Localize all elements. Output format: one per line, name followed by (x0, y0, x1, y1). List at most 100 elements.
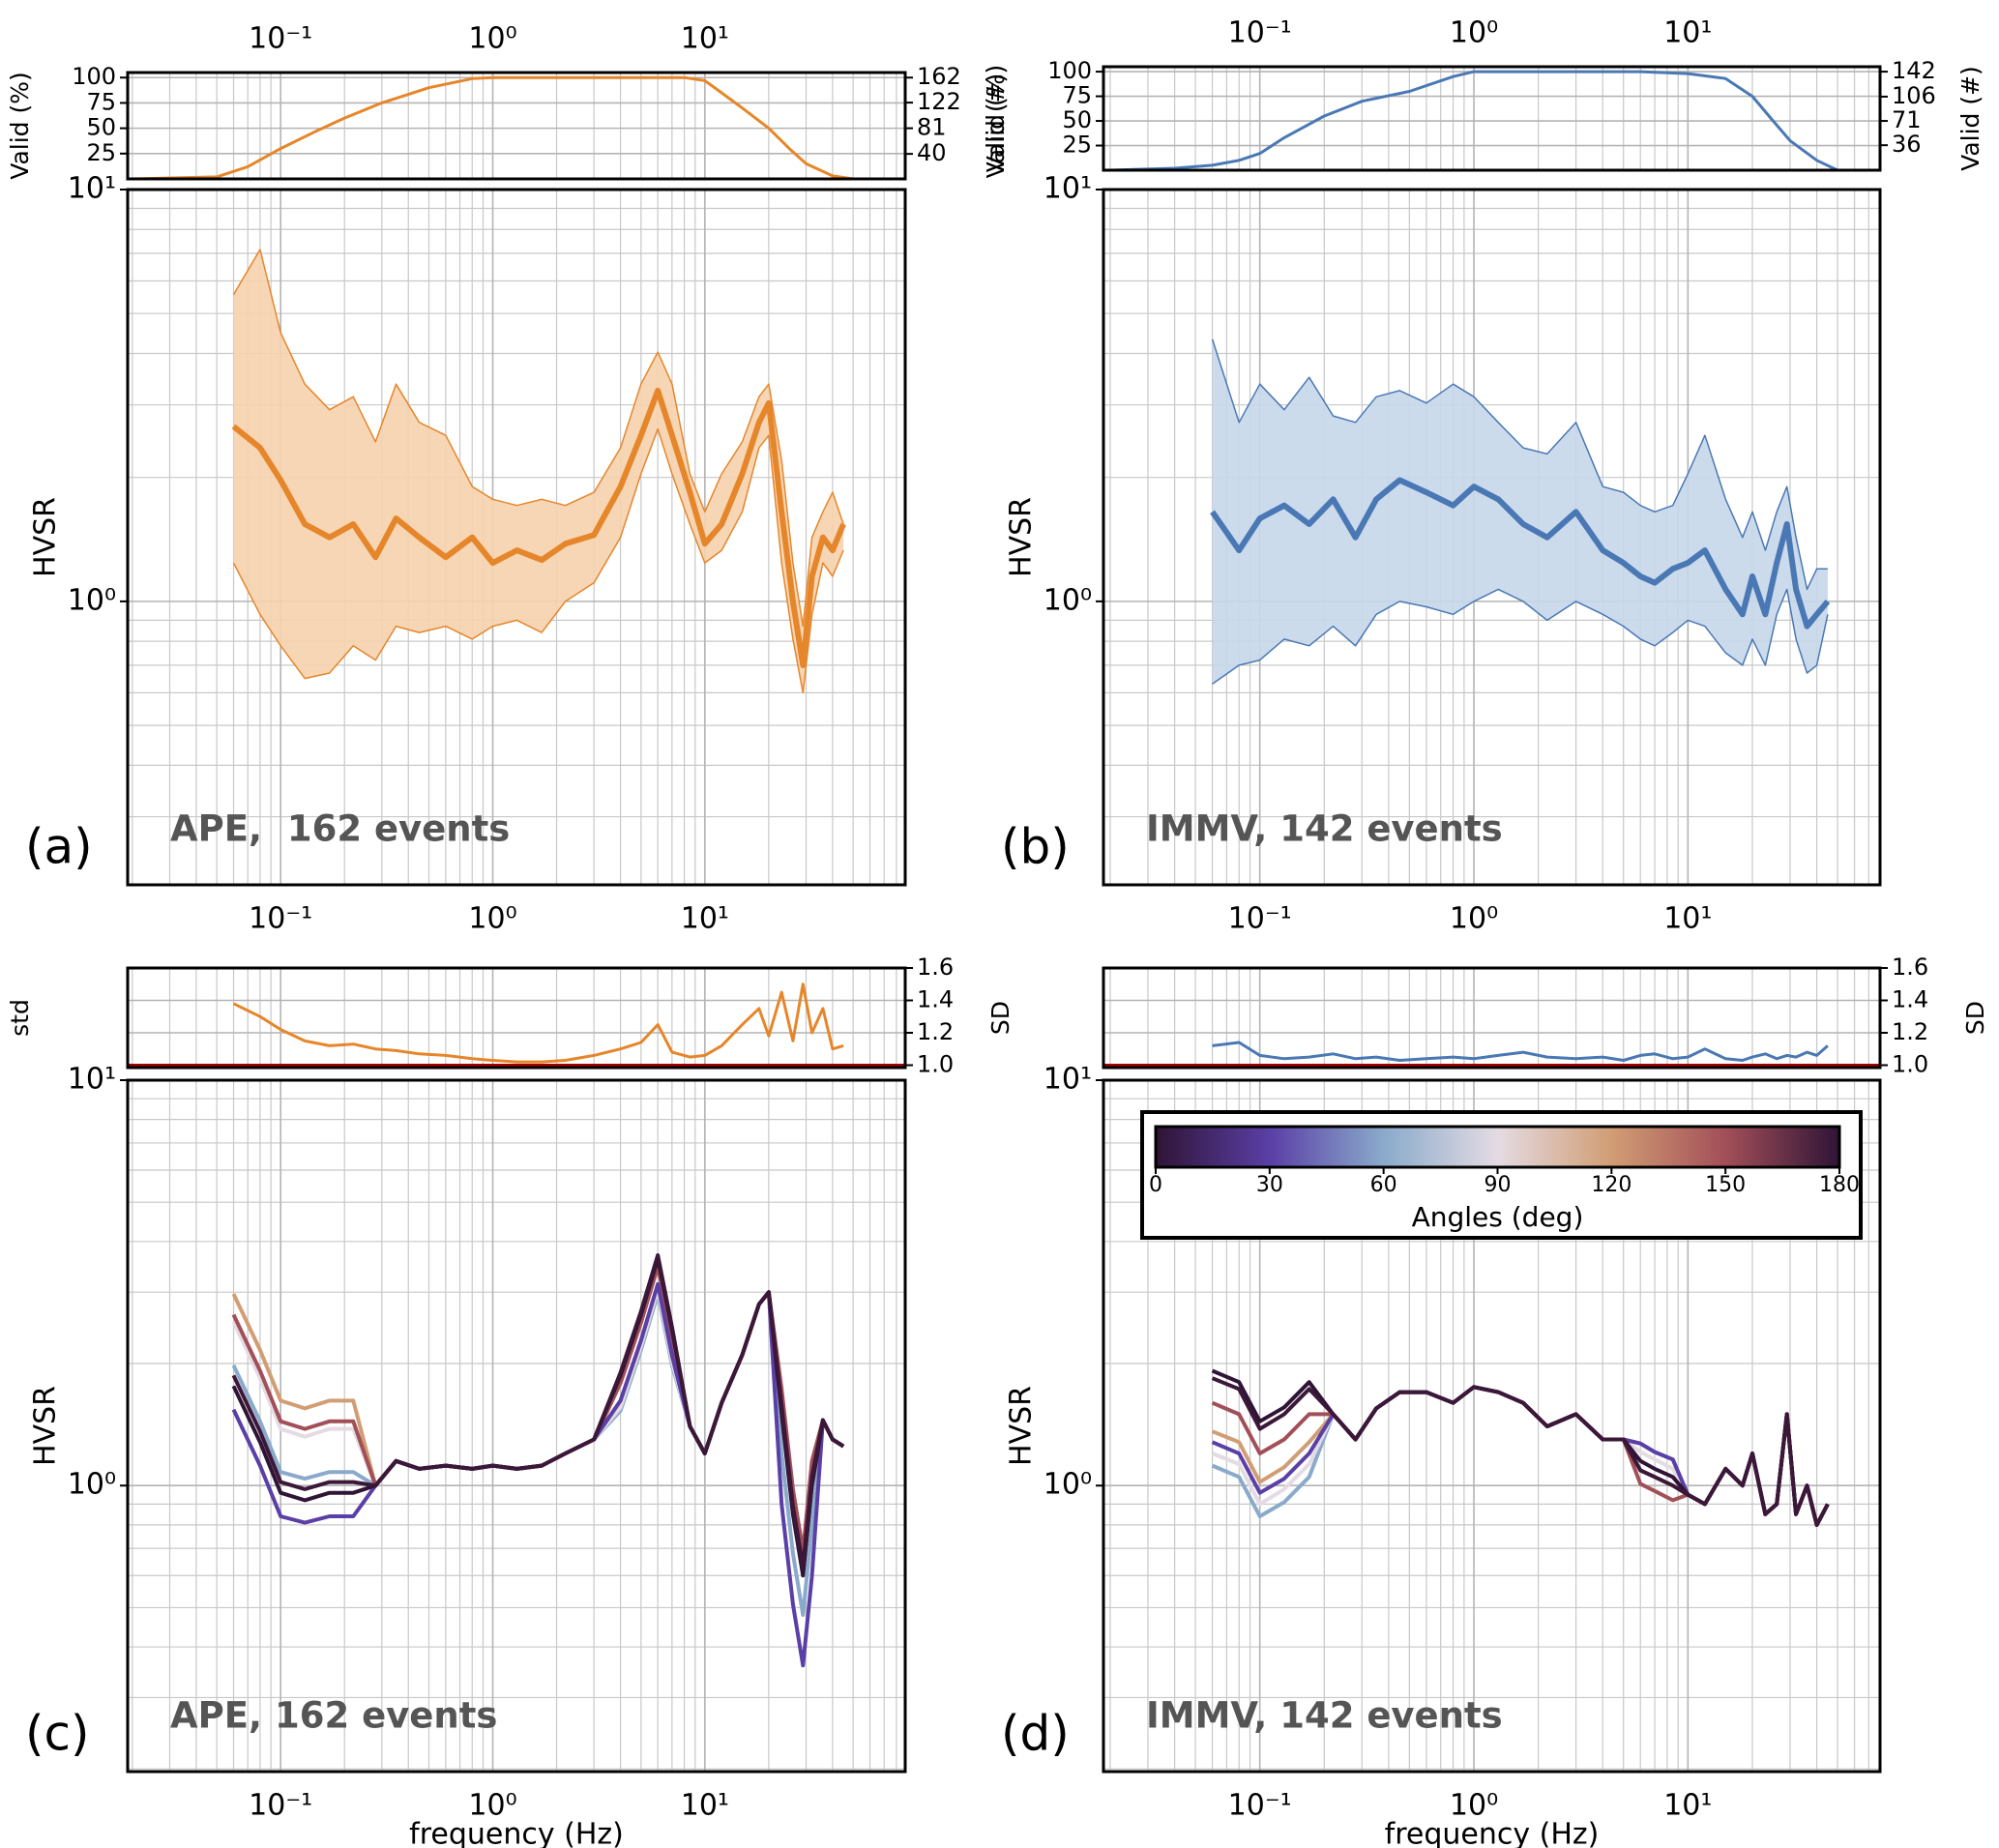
series-line (1211, 338, 1828, 591)
x-tick-label: 10¹ (1663, 902, 1712, 936)
x-axis-label: frequency (Hz) (1385, 1818, 1600, 1848)
y-tick-label: 75 (1062, 82, 1092, 109)
colorbar-tick-label: 90 (1485, 1173, 1512, 1197)
colorbar-tick-label: 30 (1256, 1173, 1283, 1197)
frame (126, 966, 907, 1070)
colorbar-label: Angles (deg) (1412, 1201, 1584, 1233)
series-line (1211, 1376, 1830, 1527)
frame (126, 188, 907, 887)
plot-area (1212, 1041, 1829, 1062)
frame (1102, 65, 1882, 172)
colorbar (1154, 1125, 1841, 1169)
x-tick-label: 10⁰ (1450, 16, 1498, 50)
series-line (1212, 588, 1829, 685)
frame (126, 71, 907, 181)
y-tick-label: 75 (86, 88, 116, 115)
plot-area (231, 249, 846, 694)
annotation: APE, 162 events (170, 1695, 497, 1737)
y2-tick-label: 106 (1892, 82, 1936, 109)
x-tick-label: 10⁰ (468, 902, 516, 936)
y-tick-label: 1.2 (917, 1018, 954, 1045)
y2-axis-label: SD (1961, 1001, 1989, 1035)
colorbar-tick-label: 120 (1591, 1173, 1632, 1197)
panel-label: (d) (1001, 1706, 1070, 1762)
series-line (132, 75, 854, 179)
colorbar-tick-label: 180 (1819, 1173, 1860, 1197)
series-line (1212, 1041, 1829, 1062)
panel-label: (c) (25, 1706, 90, 1762)
panel: 10⁻¹ 10⁰ 10¹ 10⁰ 10¹ HVSR IMMV, 142 events (b) (1001, 172, 1882, 936)
plot-area (132, 75, 854, 179)
annotation: IMMV, 142 events (1146, 808, 1503, 850)
series-line (231, 387, 846, 668)
y-tick-label: 10¹ (68, 172, 116, 206)
x-tick-label: 10⁻¹ (249, 1789, 312, 1823)
series-line (1109, 70, 1838, 170)
y-axis-label: Valid (%) (6, 72, 34, 179)
series-line (231, 1256, 845, 1578)
y2-tick-label: 162 (917, 63, 961, 90)
y-axis-label: HVSR (29, 497, 63, 577)
x-tick-label: 10¹ (681, 902, 729, 936)
colorbar-tick-label: 0 (1149, 1173, 1162, 1197)
y-tick-label: 1.4 (1892, 985, 1928, 1012)
y-axis-label: HVSR (29, 1386, 63, 1466)
y-tick-label: 10⁰ (1044, 1468, 1092, 1502)
y2-tick-label: 81 (917, 114, 947, 141)
y-axis-label: HVSR (1005, 497, 1039, 577)
frame (126, 1078, 907, 1774)
y2-axis-label: SD (986, 1001, 1014, 1035)
x-tick-label: 10⁰ (468, 22, 516, 56)
frame (1102, 1078, 1882, 1774)
y-tick-label: 1.2 (1892, 1018, 1928, 1045)
y-tick-label: 10⁰ (68, 583, 116, 617)
series-line (231, 1290, 845, 1617)
y-tick-label: 10⁰ (1044, 583, 1092, 617)
x-tick-label: 10¹ (681, 22, 729, 56)
x-tick-label: 10⁻¹ (249, 902, 312, 936)
frame (1102, 188, 1882, 887)
x-tick-label: 10¹ (1663, 16, 1712, 50)
x-tick-label: 10⁰ (468, 1789, 516, 1823)
y-tick-label: 25 (86, 139, 116, 166)
y-tick-label: 50 (1062, 106, 1092, 133)
y2-axis-label: Valid (#) (1956, 66, 1984, 171)
series-line (231, 1264, 845, 1553)
panel-label: (b) (1001, 819, 1070, 875)
y2-tick-label: 40 (917, 139, 947, 166)
x-tick-label: 10⁻¹ (1228, 1789, 1292, 1823)
y-tick-label: 50 (86, 114, 116, 141)
panel: 10⁻¹ 10⁰ 10¹ 10⁰ 10¹ HVSR frequency (Hz) IMMV, … (1001, 1063, 1882, 1848)
y-tick-label: 100 (72, 63, 116, 90)
y-tick-label: 10⁰ (68, 1468, 116, 1502)
series-line (232, 427, 844, 694)
series-line (1210, 477, 1831, 630)
y-tick-label: 1.4 (917, 985, 954, 1012)
series-line (231, 1287, 845, 1578)
panel: 1.0 1.2 1.4 1.6 SD (1102, 953, 1989, 1077)
y-axis-label: HVSR (1005, 1386, 1039, 1466)
y-axis-label: Valid (%) (982, 65, 1010, 172)
x-tick-label: 10⁰ (1450, 1789, 1498, 1823)
band-area (233, 249, 844, 693)
plot-area (1211, 1368, 1830, 1527)
panel: 10⁻¹ 10⁰ 10¹ 10⁰ 10¹ HVSR frequency (Hz) APE, 1… (25, 1063, 907, 1848)
y2-tick-label: 36 (1892, 131, 1922, 158)
annotation: IMMV, 142 events (1146, 1695, 1503, 1737)
x-tick-label: 10⁰ (1450, 902, 1498, 936)
y-tick-label: 1.0 (917, 1050, 954, 1077)
y-tick-label: 1.0 (1892, 1050, 1928, 1077)
colorbar-tick-label: 60 (1370, 1173, 1397, 1197)
series-line (231, 1253, 845, 1569)
y-tick-label: 10¹ (68, 1063, 116, 1097)
x-tick-label: 10¹ (1663, 1789, 1712, 1823)
plot-area (232, 983, 844, 1064)
x-axis-label: frequency (Hz) (409, 1818, 624, 1848)
panel-label: (a) (25, 819, 93, 875)
series-line (231, 1281, 845, 1668)
plot-area (1210, 338, 1831, 685)
panel: 1.0 1.2 1.4 1.6 std SD (6, 953, 1014, 1077)
